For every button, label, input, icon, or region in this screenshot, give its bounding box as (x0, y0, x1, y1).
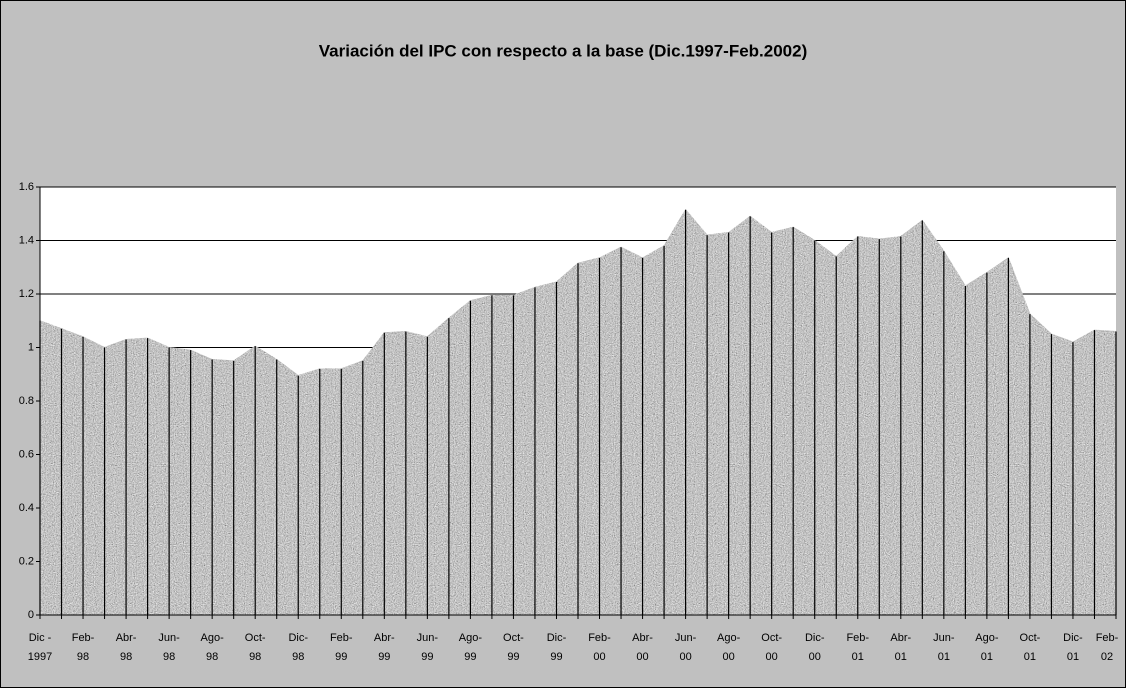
x-tick-label: Dic- 99 (546, 632, 567, 663)
x-tick-label: Feb- 01 (846, 632, 870, 663)
y-tick-label: 1.4 (19, 234, 34, 246)
y-tick-label: 1.6 (19, 181, 34, 193)
x-tick-label: Abr- 00 (632, 632, 653, 663)
x-tick-label: Abr- 98 (115, 632, 137, 663)
x-tick-label: Feb- 00 (588, 632, 611, 663)
x-tick-label: Abr- 01 (890, 632, 912, 663)
y-tick-label: 0.8 (19, 395, 34, 407)
y-tick-label: 1.2 (19, 288, 34, 300)
x-tick-label: Oct- 98 (244, 632, 266, 663)
x-tick-label: Oct- 00 (761, 632, 783, 663)
x-tick-label: Jun- 99 (416, 632, 439, 663)
chart-title: Variación del IPC con respecto a la base… (319, 41, 808, 60)
x-tick-label: Abr- 99 (373, 632, 395, 663)
x-tick-label: Dic- 01 (1063, 632, 1083, 663)
x-tick-label: Dic- 00 (804, 632, 825, 663)
x-tick-label: Oct- 99 (503, 632, 524, 663)
x-tick-label: Jun- 01 (933, 632, 955, 663)
x-tick-label: Feb- 02 (1095, 632, 1119, 663)
y-tick-label: 0.4 (19, 502, 34, 514)
x-tick-label: Ago- 98 (200, 632, 224, 663)
x-tick-label: Dic - 1997 (27, 632, 53, 663)
x-tick-label: Jun- 00 (674, 632, 697, 663)
x-tick-label: Feb- 98 (71, 632, 95, 663)
x-tick-label: Ago- 99 (458, 632, 483, 663)
y-tick-label: 0.2 (19, 555, 34, 567)
x-tick-label: Jun- 98 (158, 632, 180, 663)
x-tick-label: Dic- 98 (288, 632, 309, 663)
x-tick-label: Oct- 01 (1019, 632, 1041, 663)
y-tick-label: 0.6 (19, 448, 34, 460)
x-tick-label: Feb- 99 (329, 632, 353, 663)
y-tick-label: 0 (28, 609, 34, 621)
x-tick-label: Ago- 01 (975, 632, 999, 663)
x-tick-label: Ago- 00 (717, 632, 741, 663)
y-tick-label: 1 (28, 341, 34, 353)
